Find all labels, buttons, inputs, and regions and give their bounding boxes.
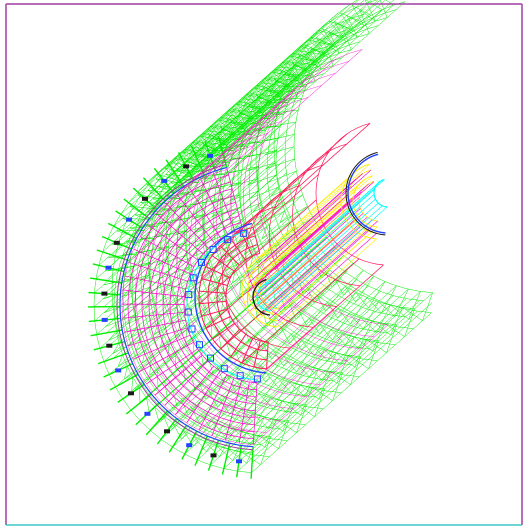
hadron-calorimeter: [121, 49, 389, 445]
muon-system: [87, 0, 433, 479]
beam-pipe: [252, 151, 388, 316]
